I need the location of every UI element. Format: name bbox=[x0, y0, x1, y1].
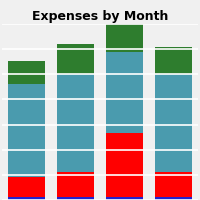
Bar bbox=[8, 177, 45, 197]
Bar bbox=[57, 172, 94, 197]
Bar bbox=[57, 44, 94, 74]
Bar bbox=[8, 197, 45, 200]
Bar bbox=[8, 61, 45, 84]
Bar bbox=[106, 133, 143, 197]
Bar bbox=[106, 6, 143, 52]
Bar bbox=[57, 197, 94, 200]
Bar bbox=[155, 74, 192, 172]
Bar bbox=[155, 47, 192, 74]
Bar bbox=[106, 52, 143, 133]
Title: Expenses by Month: Expenses by Month bbox=[32, 10, 168, 23]
Bar bbox=[57, 74, 94, 172]
Bar bbox=[8, 84, 45, 177]
Bar bbox=[106, 197, 143, 200]
Bar bbox=[155, 197, 192, 200]
Bar bbox=[155, 172, 192, 197]
